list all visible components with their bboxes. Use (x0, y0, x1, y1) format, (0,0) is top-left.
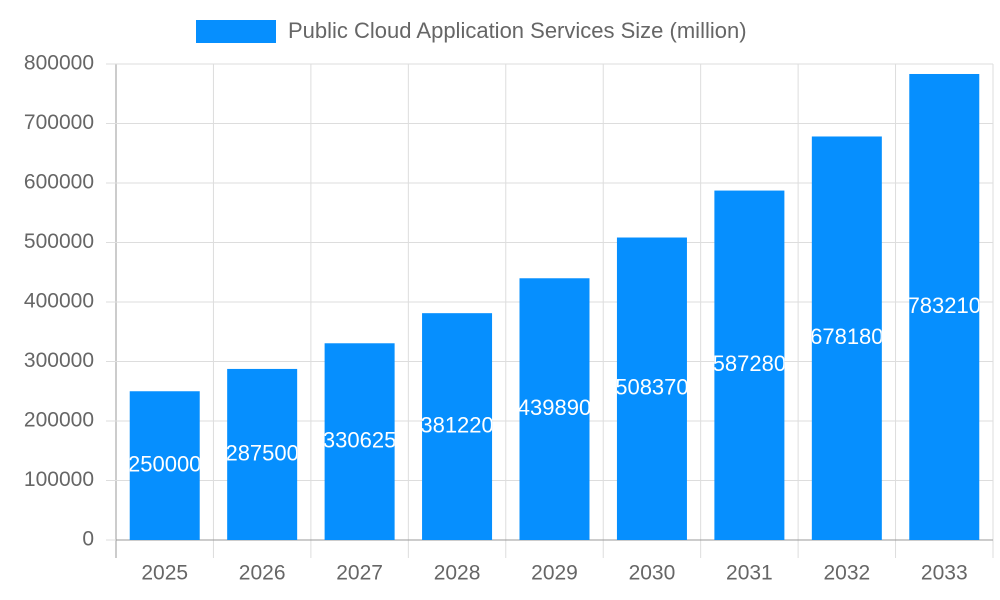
data-label: 587280 (713, 351, 786, 376)
y-tick-label: 500000 (24, 230, 94, 253)
x-tick-label: 2025 (141, 562, 188, 585)
x-tick-label: 2026 (239, 562, 286, 585)
data-label: 678180 (810, 324, 883, 349)
y-tick-label: 400000 (24, 290, 94, 313)
legend-label: Public Cloud Application Services Size (… (288, 18, 747, 43)
y-tick-label: 0 (82, 528, 94, 551)
x-tick-label: 2027 (336, 562, 383, 585)
x-tick-label: 2028 (434, 562, 481, 585)
bar (129, 391, 200, 540)
data-label: 330625 (323, 427, 396, 452)
x-tick-label: 2029 (531, 562, 578, 585)
bar (227, 368, 298, 540)
bar (519, 278, 590, 540)
x-tick-label: 2030 (629, 562, 676, 585)
data-label: 287500 (225, 440, 298, 465)
y-tick-label: 100000 (24, 468, 94, 491)
legend-swatch (196, 20, 276, 43)
bar (811, 136, 882, 540)
y-tick-label: 300000 (24, 349, 94, 372)
y-tick-label: 800000 (24, 52, 94, 75)
x-tick-label: 2033 (921, 562, 968, 585)
data-label: 439890 (518, 395, 591, 420)
bar (909, 73, 980, 540)
bar (324, 343, 395, 540)
bar (714, 190, 785, 540)
y-tick-label: 700000 (24, 111, 94, 134)
data-label: 250000 (128, 451, 201, 476)
bar (422, 313, 493, 540)
data-label: 783210 (908, 293, 981, 318)
y-tick-label: 600000 (24, 171, 94, 194)
x-tick-label: 2032 (823, 562, 870, 585)
data-label: 381220 (420, 412, 493, 437)
y-tick-label: 200000 (24, 409, 94, 432)
data-label: 508370 (615, 375, 688, 400)
bar (616, 237, 687, 541)
x-tick-label: 2031 (726, 562, 773, 585)
